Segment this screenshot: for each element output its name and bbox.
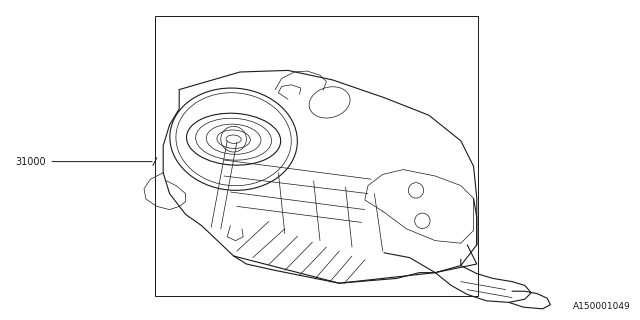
Bar	[155, 16, 478, 296]
Text: 31000: 31000	[15, 156, 46, 167]
Text: A150001049: A150001049	[573, 302, 630, 311]
